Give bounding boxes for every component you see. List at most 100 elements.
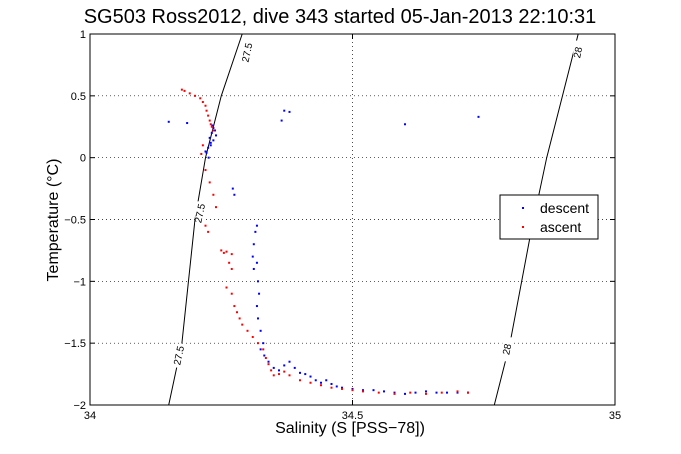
ascent-point — [204, 104, 207, 107]
ascent-point — [257, 342, 259, 345]
descent-point — [304, 373, 307, 376]
ascent-point — [409, 391, 412, 394]
ascent-point — [264, 357, 267, 360]
y-tick-label: −1 — [73, 276, 86, 288]
descent-point — [335, 385, 338, 388]
ascent-point — [288, 374, 291, 377]
descent-point — [215, 134, 217, 137]
descent-point — [372, 389, 375, 392]
descent-point — [209, 144, 212, 147]
ascent-point — [222, 251, 225, 254]
ascent-point — [209, 123, 212, 126]
y-tick-label: −0.5 — [64, 215, 86, 227]
ascent-point — [205, 109, 208, 112]
contour-label-bg — [195, 201, 206, 226]
ascent-point — [201, 101, 204, 104]
x-tick-label: 35 — [609, 410, 621, 422]
descent-point — [404, 123, 406, 126]
descent-point — [207, 156, 210, 159]
contour-label: 28 — [572, 46, 585, 60]
descent-point — [341, 386, 343, 389]
ascent-point — [210, 125, 213, 128]
y-tick-label: 1 — [80, 29, 86, 41]
descent-point — [205, 151, 208, 154]
descent-point — [320, 381, 322, 384]
descent-point — [425, 390, 427, 393]
descent-point — [257, 280, 259, 283]
ascent-point — [194, 94, 196, 97]
ascent-point — [262, 348, 265, 351]
contour-label: 27.5 — [241, 42, 256, 64]
descent-point — [257, 317, 259, 320]
descent-point — [383, 390, 385, 393]
series-descent — [167, 109, 480, 395]
descent-point — [252, 267, 255, 270]
ascent-point — [467, 391, 469, 394]
x-tick-label: 34 — [84, 410, 96, 422]
y-tick-label: 0 — [80, 153, 86, 165]
descent-point — [258, 292, 261, 295]
ascent-point — [270, 369, 273, 372]
legend-box — [499, 194, 599, 240]
ascent-point — [230, 253, 233, 256]
series-ascent — [180, 88, 469, 395]
descent-point — [207, 146, 210, 149]
descent-point — [477, 115, 480, 118]
descent-point — [255, 261, 258, 264]
descent-point — [212, 126, 215, 129]
descent-point — [252, 243, 255, 246]
ascent-point — [183, 89, 186, 92]
descent-point — [330, 382, 333, 385]
axis-ticks: 34 34.5 35 1 0.5 0 −0.5 −1 −1.5 −2 — [64, 29, 621, 422]
ascent-point — [393, 392, 396, 395]
ascent-point — [246, 329, 249, 332]
descent-point — [254, 230, 257, 233]
ascent-point — [207, 230, 210, 233]
ascent-point — [215, 206, 217, 209]
descent-point — [262, 342, 265, 345]
ascent-point — [207, 114, 210, 117]
descent-point — [288, 360, 291, 363]
ascent-point — [225, 286, 228, 289]
descent-point — [280, 119, 283, 122]
legend-label-ascent: ascent — [540, 219, 581, 235]
data-points — [167, 88, 480, 395]
legend-label-descent: descent — [540, 200, 589, 216]
x-axis-label: Salinity (S [PSS−78]) — [275, 420, 425, 437]
ascent-point — [330, 386, 333, 389]
ascent-point — [201, 144, 204, 147]
y-axis-label: Temperature (°C) — [45, 159, 62, 282]
legend-marker-descent — [522, 207, 524, 209]
descent-point — [414, 391, 417, 394]
ascent-point — [241, 323, 244, 326]
descent-point — [283, 364, 286, 367]
y-tick-label: 0.5 — [71, 91, 86, 103]
density-contours: 27.5 27.5 27.5 28 28 — [168, 33, 585, 406]
legend-marker-ascent — [522, 226, 524, 228]
descent-point — [278, 369, 280, 372]
ascent-point — [267, 363, 270, 366]
ascent-point — [233, 305, 236, 308]
ascent-point — [188, 92, 191, 95]
ascent-point — [212, 129, 215, 132]
ascent-point — [208, 181, 211, 184]
x-tick-label: 34.5 — [342, 410, 363, 422]
ascent-point — [351, 389, 354, 392]
ascent-point — [230, 267, 233, 270]
chart-title: SG503 Ross2012, dive 343 started 05-Jan-… — [84, 6, 597, 28]
descent-point — [212, 139, 215, 142]
descent-point — [325, 379, 328, 382]
descent-point — [362, 389, 364, 392]
descent-point — [293, 366, 296, 369]
ascent-point — [299, 379, 301, 382]
ascent-point — [440, 391, 443, 394]
descent-point — [186, 122, 189, 125]
ascent-point — [228, 261, 231, 264]
ascent-point — [320, 384, 322, 387]
descent-point — [167, 120, 170, 123]
ascent-point — [341, 387, 343, 390]
descent-point — [283, 109, 286, 112]
ascent-point — [208, 119, 211, 122]
descent-point — [299, 371, 301, 374]
